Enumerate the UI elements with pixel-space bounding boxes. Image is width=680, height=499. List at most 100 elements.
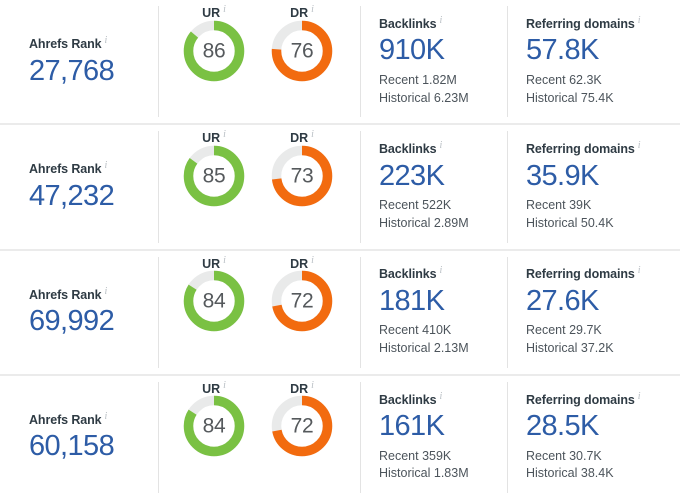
ur-dr-cell: UR i 86 DR i 76: [158, 0, 360, 123]
ur-label: UR i: [202, 4, 226, 21]
ur-arc: [183, 396, 245, 457]
info-icon[interactable]: i: [104, 35, 108, 47]
ur-label: UR i: [202, 379, 226, 396]
referring-domains-label: Referring domains i: [526, 140, 641, 157]
ur-dr-cell: UR i 84 DR i 72: [158, 376, 360, 499]
dr-gauge: DR i 73: [268, 130, 336, 210]
ur-arc: [183, 270, 245, 332]
ahrefs-rank-label: Ahrefs Rank i: [29, 410, 108, 427]
backlinks-cell: Backlinks i 161K Recent 359K Historical 1…: [360, 376, 507, 499]
info-icon[interactable]: i: [104, 410, 108, 422]
info-icon[interactable]: i: [311, 254, 314, 266]
info-icon[interactable]: i: [311, 379, 314, 391]
backlinks-recent: Recent 522K: [379, 198, 452, 213]
ahrefs-rank-value: 27,768: [29, 54, 115, 87]
ur-ring: 85: [180, 142, 248, 210]
info-icon[interactable]: i: [104, 160, 108, 172]
ur-value: 85: [202, 164, 226, 188]
backlinks-historical: Historical 2.89M: [379, 215, 469, 230]
info-icon[interactable]: i: [223, 129, 226, 141]
backlinks-recent: Recent 1.82M: [379, 72, 457, 87]
dr-value: 76: [290, 39, 314, 63]
ahrefs-rank-cell: Ahrefs Rank i 69,992: [0, 251, 158, 374]
referring-domains-cell: Referring domains i 28.5K Recent 30.7K Hi…: [507, 376, 680, 499]
referring-domains-recent: Recent 62.3K: [526, 72, 602, 87]
referring-domains-historical: Historical 50.4K: [526, 215, 614, 230]
dr-value: 73: [290, 164, 314, 188]
dr-value: 72: [290, 289, 314, 313]
ahrefs-rank-value: 60,158: [29, 430, 115, 463]
referring-domains-value: 57.8K: [526, 34, 599, 67]
ur-label: UR i: [202, 129, 226, 146]
dr-label: DR i: [290, 4, 314, 21]
info-icon[interactable]: i: [637, 14, 641, 26]
dr-ring: 76: [268, 17, 336, 85]
ur-dr-cell: UR i 85 DR i 73: [158, 125, 360, 248]
referring-domains-recent: Recent 29.7K: [526, 323, 602, 338]
ahrefs-rank-cell: Ahrefs Rank i 60,158: [0, 376, 158, 499]
info-icon[interactable]: i: [104, 285, 108, 297]
dr-arc: [271, 20, 333, 81]
referring-domains-recent: Recent 39K: [526, 198, 592, 213]
ahrefs-rank-label: Ahrefs Rank i: [29, 160, 108, 177]
dr-ring: 72: [268, 267, 336, 335]
referring-domains-value: 35.9K: [526, 159, 599, 192]
info-icon[interactable]: i: [311, 4, 314, 15]
ur-dr-cell: UR i 84 DR i 72: [158, 251, 360, 374]
dr-arc: [271, 270, 333, 332]
ur-ring: 84: [180, 267, 248, 335]
ur-label: UR i: [202, 254, 226, 271]
referring-domains-historical: Historical 75.4K: [526, 90, 614, 105]
referring-domains-label: Referring domains i: [526, 265, 641, 282]
info-icon[interactable]: i: [637, 140, 641, 152]
ahrefs-rank-label: Ahrefs Rank i: [29, 285, 108, 302]
referring-domains-value: 27.6K: [526, 284, 599, 317]
backlinks-label: Backlinks i: [379, 265, 443, 282]
ur-gauge: UR i 84: [180, 379, 248, 461]
ur-arc: [183, 145, 245, 207]
ahrefs-rank-label: Ahrefs Rank i: [29, 35, 108, 52]
backlinks-cell: Backlinks i 910K Recent 1.82M Historical …: [360, 0, 507, 123]
ahrefs-rank-cell: Ahrefs Rank i 47,232: [0, 125, 158, 248]
info-icon[interactable]: i: [311, 129, 314, 141]
dr-arc: [271, 396, 333, 457]
referring-domains-cell: Referring domains i 35.9K Recent 39K Hist…: [507, 125, 680, 248]
backlinks-recent: Recent 410K: [379, 323, 452, 338]
dr-arc: [271, 145, 333, 207]
dr-value: 72: [290, 414, 314, 438]
info-icon[interactable]: i: [223, 379, 226, 391]
ur-arc: [183, 20, 245, 81]
dr-ring: 72: [268, 392, 336, 460]
backlinks-historical: Historical 1.83M: [379, 466, 469, 481]
ahrefs-rank-cell: Ahrefs Rank i 27,768: [0, 0, 158, 123]
ahrefs-rank-value: 47,232: [29, 179, 115, 212]
backlinks-historical: Historical 2.13M: [379, 341, 469, 356]
ur-value: 84: [202, 414, 226, 438]
referring-domains-historical: Historical 38.4K: [526, 466, 614, 481]
info-icon[interactable]: i: [439, 390, 443, 402]
info-icon[interactable]: i: [439, 265, 443, 277]
dr-label: DR i: [290, 254, 314, 271]
backlinks-value: 161K: [379, 410, 445, 443]
backlinks-label: Backlinks i: [379, 390, 443, 407]
referring-domains-value: 28.5K: [526, 410, 599, 443]
metrics-row: Ahrefs Rank i 27,768 UR i 86 DR i 76: [0, 0, 680, 124]
backlinks-cell: Backlinks i 181K Recent 410K Historical 2…: [360, 251, 507, 374]
dr-ring: 73: [268, 142, 336, 210]
ur-ring: 84: [180, 392, 248, 460]
dr-gauge: DR i 72: [268, 254, 336, 336]
info-icon[interactable]: i: [637, 390, 641, 402]
ur-gauge: UR i 85: [180, 130, 248, 210]
backlinks-recent: Recent 359K: [379, 448, 452, 463]
backlinks-label: Backlinks i: [379, 140, 443, 157]
metrics-row: Ahrefs Rank i 60,158 UR i 84 DR i 72: [0, 375, 680, 499]
info-icon[interactable]: i: [439, 140, 443, 152]
info-icon[interactable]: i: [223, 254, 226, 266]
ur-value: 86: [202, 39, 226, 63]
referring-domains-historical: Historical 37.2K: [526, 341, 614, 356]
info-icon[interactable]: i: [439, 14, 443, 26]
info-icon[interactable]: i: [223, 4, 226, 15]
ur-gauge: UR i 84: [180, 254, 248, 336]
dr-gauge: DR i 72: [268, 379, 336, 461]
info-icon[interactable]: i: [637, 265, 641, 277]
